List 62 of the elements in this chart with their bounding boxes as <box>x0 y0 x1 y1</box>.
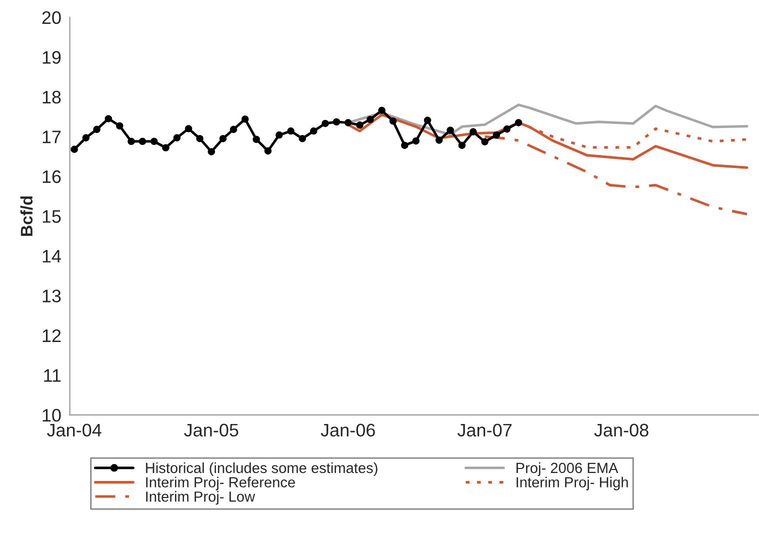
point <box>93 126 100 134</box>
point <box>150 138 158 146</box>
y-tick-label: 18 <box>42 90 61 104</box>
point <box>401 142 408 149</box>
y-tick-label: 15 <box>42 210 61 223</box>
point <box>196 134 204 142</box>
point <box>298 134 306 142</box>
point <box>208 148 216 156</box>
point <box>104 115 112 122</box>
point <box>264 147 272 155</box>
point <box>70 146 78 153</box>
y-axis-title: Bcf/d <box>20 196 33 236</box>
point <box>412 137 420 145</box>
point <box>344 119 352 126</box>
legend-label: Interim Proj- High <box>516 476 628 490</box>
legend-label: Interim Proj- Low <box>146 491 256 505</box>
legend-label: Proj- 2006 EMA <box>516 462 618 476</box>
point <box>492 131 500 139</box>
y-tick-label: 11 <box>44 369 61 382</box>
point <box>184 125 192 132</box>
point <box>458 142 466 149</box>
point <box>162 144 170 152</box>
point <box>424 116 432 124</box>
point <box>503 125 511 133</box>
point <box>366 116 374 124</box>
point <box>276 131 283 139</box>
legend-label: Interim Proj- Reference <box>146 476 295 490</box>
legend-label: Historical (includes some estimates) <box>146 462 378 476</box>
point <box>241 115 249 123</box>
point <box>230 126 238 134</box>
point <box>356 121 364 129</box>
y-tick-label: 19 <box>42 51 61 64</box>
point <box>219 134 227 142</box>
point <box>481 138 488 146</box>
point <box>446 126 454 134</box>
point <box>514 119 522 126</box>
x-tick-label: Jan-06 <box>320 424 375 437</box>
y-tick-label: 17 <box>42 130 61 144</box>
point <box>435 136 443 144</box>
x-tick-label: Jan-04 <box>47 424 102 437</box>
x-tick-label: Jan-07 <box>458 424 512 437</box>
y-tick-label: 14 <box>42 250 61 262</box>
point <box>116 122 124 130</box>
point <box>389 117 397 125</box>
x-tick-label: Jan-08 <box>594 424 648 437</box>
y-tick-label: 12 <box>42 329 61 342</box>
y-tick-label: 13 <box>42 290 61 302</box>
point <box>287 127 294 135</box>
point <box>470 128 477 136</box>
point <box>138 138 146 146</box>
point <box>252 136 260 144</box>
point <box>82 134 90 142</box>
point <box>173 134 181 142</box>
point <box>332 118 340 126</box>
point <box>378 106 386 114</box>
x-tick-label: Jan-05 <box>184 424 238 437</box>
y-tick-label: 20 <box>42 11 61 24</box>
y-tick-label: 10 <box>42 408 61 422</box>
y-tick-label: 16 <box>42 170 61 184</box>
point <box>322 120 329 128</box>
point <box>310 127 318 135</box>
point <box>128 138 135 146</box>
